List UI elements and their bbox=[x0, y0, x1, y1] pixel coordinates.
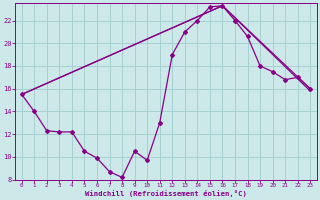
X-axis label: Windchill (Refroidissement éolien,°C): Windchill (Refroidissement éolien,°C) bbox=[85, 190, 247, 197]
